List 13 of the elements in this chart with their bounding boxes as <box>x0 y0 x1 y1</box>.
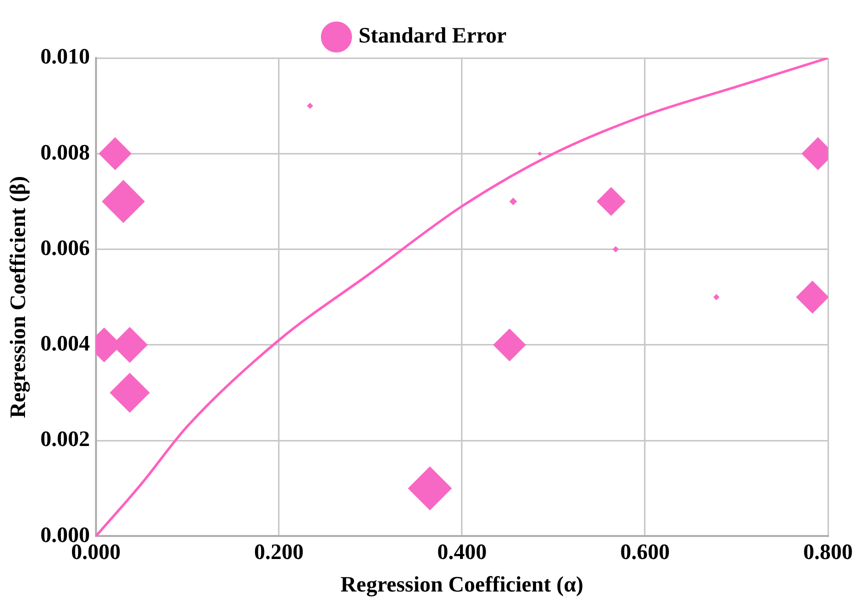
y-axis-title: Regression Coefficient (β) <box>4 176 30 418</box>
x-tick-label: 0.600 <box>620 539 670 564</box>
line-series <box>96 58 828 536</box>
x-axis-title: Regression Coefficient (α) <box>340 571 584 596</box>
y-tick-label: 0.002 <box>40 426 90 452</box>
legend-label: Standard Error <box>358 22 507 48</box>
x-tick-label: 0.400 <box>437 539 487 564</box>
y-tick-label: 0.008 <box>40 139 90 164</box>
y-tick-label: 0.010 <box>40 44 90 69</box>
x-tick-label: 0.200 <box>254 539 304 564</box>
y-tick-label: 0.004 <box>40 330 90 356</box>
x-tick-label: 0.800 <box>803 539 853 564</box>
y-tick-label: 0.006 <box>40 234 90 260</box>
